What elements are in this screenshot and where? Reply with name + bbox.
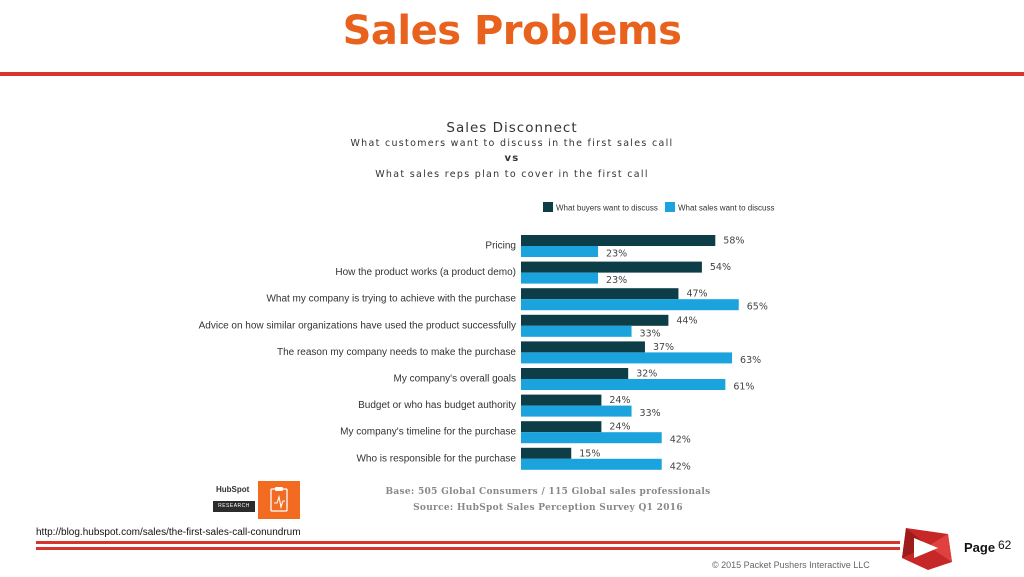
buyers-value-label: 24%: [609, 395, 630, 406]
category-label: Pricing: [485, 241, 516, 252]
buyers-value-label: 44%: [676, 315, 697, 326]
chart-subtitle-line-1: What customers want to discuss in the fi…: [350, 138, 674, 149]
buyers-bar: [521, 368, 629, 379]
category-label: What my company is trying to achieve wit…: [266, 294, 516, 305]
footer-divider: [36, 541, 900, 553]
sales-bar: [521, 432, 662, 444]
buyers-bar: [521, 261, 702, 273]
chart-base-note: Base: 505 Global Consumers / 115 Global …: [385, 487, 711, 497]
buyers-bar: [521, 341, 645, 353]
page-label: Page: [964, 540, 996, 555]
buyers-value-label: 32%: [636, 369, 657, 380]
buyers-value-label: 58%: [723, 236, 744, 247]
category-label: Budget or who has budget authority: [358, 400, 516, 411]
sales-bar: [521, 299, 739, 311]
buyers-bar: [521, 235, 716, 246]
buyers-value-label: 24%: [609, 422, 630, 433]
buyers-value-label: 15%: [579, 448, 600, 459]
legend-swatch-2: [665, 202, 675, 212]
page-number: 62: [998, 538, 1012, 552]
sales-bar: [521, 379, 726, 390]
sales-bar: [521, 246, 599, 257]
sales-value-label: 33%: [640, 328, 661, 339]
sales-bar: [521, 352, 733, 364]
category-label: Who is responsible for the purchase: [356, 453, 516, 464]
category-label: Advice on how similar organizations have…: [199, 320, 516, 331]
clipboard-icon: [258, 481, 300, 519]
chart-subtitle-vs: vs: [504, 153, 520, 164]
buyers-value-label: 54%: [710, 262, 731, 273]
legend-label-2: What sales want to discuss: [678, 204, 774, 213]
buyers-bar: [521, 394, 602, 406]
buyers-value-label: 37%: [653, 342, 674, 353]
hubspot-logo: HubSpot RESEARCH: [208, 481, 259, 519]
sales-value-label: 23%: [606, 275, 627, 286]
category-label: The reason my company needs to make the …: [277, 347, 516, 358]
sales-bar: [521, 405, 632, 417]
sales-value-label: 61%: [733, 382, 754, 393]
packet-pushers-logo: [898, 524, 956, 577]
title-divider: [0, 72, 1024, 76]
hubspot-logo-text: HubSpot: [216, 485, 250, 494]
category-label: My company's timeline for the purchase: [340, 427, 516, 438]
buyers-bar: [521, 447, 572, 459]
sales-bar: [521, 325, 632, 337]
sales-bar: [521, 458, 662, 470]
buyers-value-label: 47%: [686, 289, 707, 300]
buyers-bar: [521, 288, 679, 300]
chart-source-note: Source: HubSpot Sales Perception Survey …: [413, 503, 683, 513]
buyers-bar: [521, 421, 602, 433]
sales-value-label: 42%: [670, 435, 691, 446]
copyright-text: © 2015 Packet Pushers Interactive LLC: [712, 560, 870, 570]
sales-value-label: 42%: [670, 461, 691, 472]
sales-value-label: 33%: [640, 408, 661, 419]
buyers-bar: [521, 314, 669, 326]
sales-value-label: 65%: [747, 302, 768, 313]
sales-value-label: 63%: [740, 355, 761, 366]
sales-bar: [521, 272, 599, 284]
chart-subtitle-line-2: What sales reps plan to cover in the fir…: [375, 169, 649, 180]
legend-swatch-1: [543, 202, 553, 212]
category-label: My company's overall goals: [393, 374, 516, 385]
category-label: How the product works (a product demo): [335, 267, 516, 278]
source-url-link[interactable]: http://blog.hubspot.com/sales/the-first-…: [36, 527, 301, 538]
legend-label-1: What buyers want to discuss: [556, 204, 658, 213]
sales-value-label: 23%: [606, 249, 627, 260]
chart-title: Sales Disconnect: [446, 120, 578, 136]
slide-title: Sales Problems: [342, 8, 682, 54]
hubspot-research-label: RESEARCH: [213, 501, 255, 512]
